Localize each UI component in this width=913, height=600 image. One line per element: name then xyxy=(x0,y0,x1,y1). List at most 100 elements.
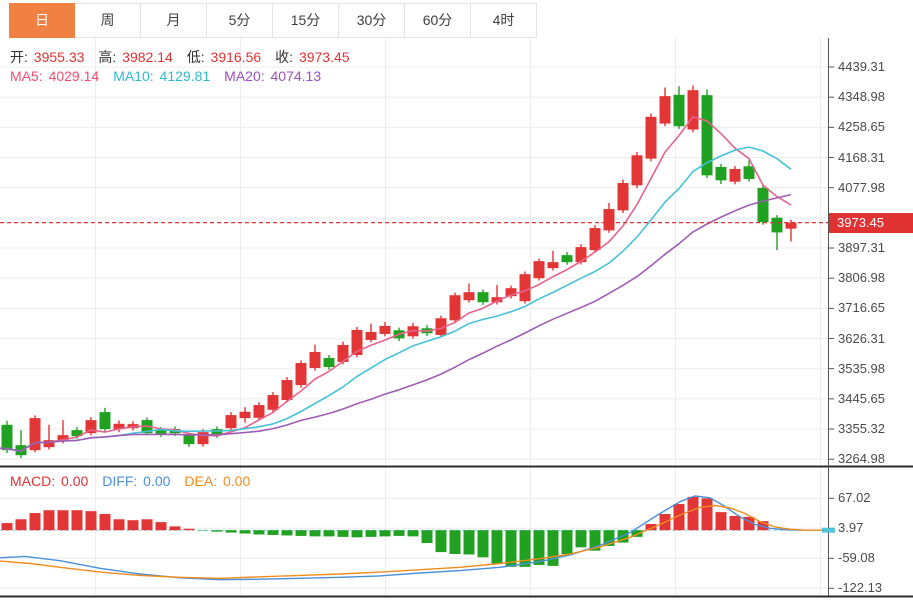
macd-hist-bar xyxy=(253,530,265,535)
candle-body xyxy=(491,297,503,303)
y-axis-label: 3.97 xyxy=(838,520,864,536)
macd-hist-bar xyxy=(463,530,475,555)
y-axis-label: 4077.98 xyxy=(838,179,885,195)
macd-hist-bar xyxy=(183,528,195,531)
macd-hist-bar xyxy=(533,530,545,565)
candle-body xyxy=(155,430,167,435)
y-axis-label: 3716.65 xyxy=(838,300,885,316)
macd-hist-bar xyxy=(491,530,503,564)
candle-body xyxy=(631,155,643,186)
tab-timeframe-7[interactable]: 4时 xyxy=(471,3,537,38)
tab-timeframe-1[interactable]: 周 xyxy=(75,3,141,38)
macd-hist-bar xyxy=(1,523,13,531)
candle-body xyxy=(575,247,587,263)
candle-body xyxy=(603,209,615,231)
macd-hist-bar xyxy=(421,530,433,544)
macd-hist-bar xyxy=(743,516,755,531)
candle-body xyxy=(253,405,265,418)
macd-hist-bar xyxy=(631,530,643,537)
y-axis-label: 3445.65 xyxy=(838,390,885,406)
tab-timeframe-6[interactable]: 60分 xyxy=(405,3,471,38)
dea-line xyxy=(0,504,828,579)
ma10-line xyxy=(0,146,792,452)
macd-hist-bar xyxy=(645,524,657,531)
candle-body xyxy=(771,217,783,233)
macd-hist-bar xyxy=(701,498,713,531)
macd-hist-bar xyxy=(687,496,699,531)
candle-body xyxy=(99,412,111,430)
y-axis-label: 3355.32 xyxy=(838,421,885,437)
macd-hist-bar xyxy=(477,530,489,558)
candle-body xyxy=(617,182,629,211)
candle-body xyxy=(435,318,447,335)
y-axis-label: 3264.98 xyxy=(838,451,885,467)
ohlc-row-item: 高: 3982.14 xyxy=(98,49,173,65)
candle-body xyxy=(379,325,391,334)
candle-body xyxy=(113,423,125,430)
y-axis-label: -59.08 xyxy=(838,550,875,566)
tab-timeframe-3[interactable]: 5分 xyxy=(207,3,273,38)
macd-hist-bar xyxy=(15,519,27,531)
macd-hist-bar xyxy=(43,510,55,531)
current-price-value: 3973.45 xyxy=(837,214,884,230)
macd-hist-bar xyxy=(589,530,601,551)
candle-body xyxy=(71,430,83,437)
macd-hist-bar xyxy=(505,530,517,567)
macd-hist-bar xyxy=(323,530,335,537)
macd-hist-bar xyxy=(379,530,391,537)
timeframe-tabs: 日周月 5分 15分 30分 60分 4时 xyxy=(9,3,537,38)
ma-row-item: MA10: 4129.81 xyxy=(113,68,211,84)
candle-body xyxy=(85,420,97,434)
candle-body xyxy=(267,395,279,410)
macd-hist-bar xyxy=(141,519,153,531)
candle-body xyxy=(645,116,657,159)
macd-hist-bar xyxy=(617,530,629,543)
candle-body xyxy=(57,435,69,442)
tab-timeframe-2[interactable]: 月 xyxy=(141,3,207,38)
candle-body xyxy=(687,90,699,130)
tab-timeframe-4[interactable]: 15分 xyxy=(273,3,339,38)
y-axis-label: 3535.98 xyxy=(838,360,885,376)
macd-hist-bar xyxy=(757,521,769,531)
macd-hist-bar xyxy=(309,530,321,537)
y-axis-label: 4439.31 xyxy=(838,59,885,74)
macd-hist-bar xyxy=(603,530,615,546)
candle-body xyxy=(729,168,741,182)
ma20-line xyxy=(0,193,792,452)
tab-timeframe-5[interactable]: 30分 xyxy=(339,3,405,38)
ohlc-readout: 开: 3955.33 高: 3982.14 低: 3916.56 收: 3973.45 xyxy=(10,47,364,67)
macd-row-item: DIFF: 0.00 xyxy=(102,473,171,489)
macd-hist-bar xyxy=(281,530,293,536)
macd-current-marker xyxy=(822,527,835,533)
macd-hist-bar xyxy=(435,530,447,553)
ma-row-item: MA5: 4029.14 xyxy=(10,68,100,84)
candle-body xyxy=(281,380,293,401)
candle-body xyxy=(519,274,531,302)
candle-body xyxy=(239,411,251,419)
tab-timeframe-0[interactable]: 日 xyxy=(9,3,75,38)
macd-hist-bar xyxy=(351,530,363,538)
candle-body xyxy=(533,261,545,279)
candle-body xyxy=(43,440,55,448)
candle-body xyxy=(323,358,335,368)
macd-hist-bar xyxy=(113,519,125,531)
macd-hist-bar xyxy=(99,514,111,531)
macd-hist-bar xyxy=(365,530,377,537)
y-axis-label: 4258.65 xyxy=(838,119,885,135)
macd-hist-bar xyxy=(127,520,139,531)
macd-hist-bar xyxy=(673,504,685,531)
candle-body xyxy=(547,262,559,269)
macd-hist-bar xyxy=(71,510,83,531)
candle-body xyxy=(337,344,349,363)
macd-hist-bar xyxy=(337,530,349,537)
macd-hist-bar xyxy=(155,522,167,531)
candle-body xyxy=(225,415,237,429)
macd-hist-bar xyxy=(57,510,69,531)
candle-body xyxy=(701,95,713,176)
candle-body xyxy=(309,351,321,369)
current-price-tag: 3973.45 xyxy=(829,212,913,233)
macd-hist-bar xyxy=(449,530,461,554)
ma-row-item: MA20: 4074.13 xyxy=(224,68,322,84)
candle-body xyxy=(295,363,307,386)
